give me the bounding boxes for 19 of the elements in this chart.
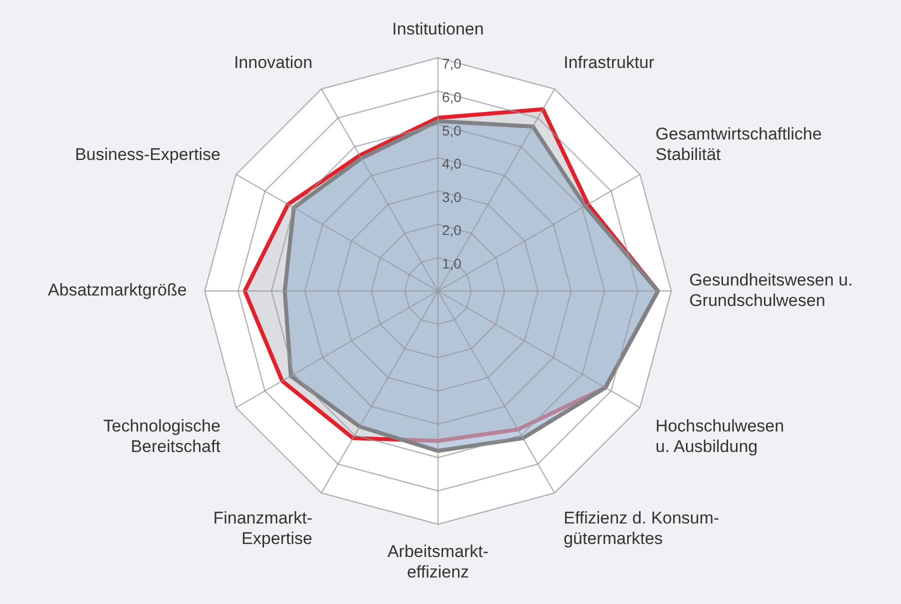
spoke-label: Arbeitsmarkt- effizienz [387, 542, 489, 582]
y-tick-label: 6,0 [442, 88, 462, 105]
spoke-label: Absatzmarktgröße [48, 280, 187, 300]
spoke-label: Technologische Bereitschaft [103, 416, 221, 456]
spoke-label: Effizienz d. Konsum- gütermarktes [564, 508, 720, 548]
y-tick-label: 2,0 [442, 222, 462, 238]
spoke-label: Hochschulwesen u. Ausbildung [656, 416, 784, 456]
spoke-label: Finanzmarkt- Expertise [213, 508, 312, 548]
y-tick-label: 7,0 [442, 56, 462, 72]
spoke-label: Institutionen [392, 19, 484, 38]
spoke-label: Gesamtwirtschaftliche Stabilität [656, 124, 822, 164]
spoke-label: Gesundheitswesen u. Grundschulwesen [689, 270, 853, 310]
spoke-label: Infrastruktur [564, 52, 655, 72]
y-tick-label: 5,0 [442, 122, 462, 138]
y-tick-label: 1,0 [442, 256, 462, 272]
spoke-label: Business-Expertise [74, 144, 220, 164]
y-tick-label: 4,0 [442, 156, 462, 172]
y-tick-label: 3,0 [442, 188, 462, 205]
spoke-label: Innovation [234, 52, 312, 72]
